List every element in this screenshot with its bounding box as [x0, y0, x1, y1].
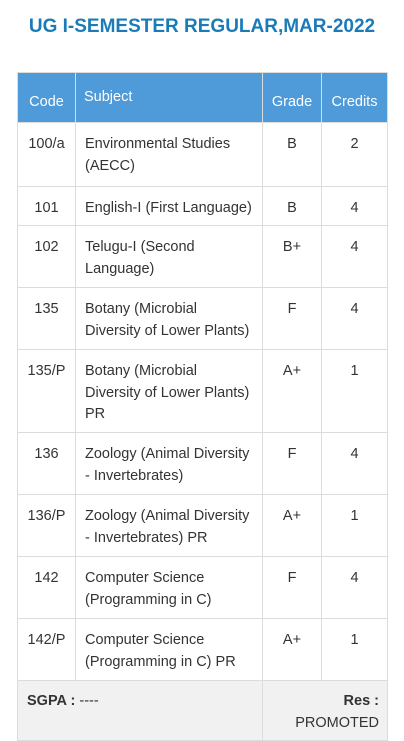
subject-cell: Environmental Studies (AECC): [75, 122, 263, 187]
code-cell: 101: [17, 186, 76, 226]
credits-cell: 1: [321, 618, 388, 681]
course-row: 142/P Computer Science (Programming in C)…: [17, 618, 388, 681]
sgpa-cell: SGPA : ----: [17, 680, 263, 741]
column-header: Subject: [75, 72, 263, 123]
grade-cell: B: [262, 186, 322, 226]
subject-cell: Zoology (Animal Diversity - Invertebrate…: [75, 494, 263, 557]
course-row: 135/P Botany (Microbial Diversity of Lowe…: [17, 349, 388, 433]
credits-cell: 4: [321, 186, 388, 226]
footer-row: SGPA : ---- Res : PROMOTED: [17, 680, 388, 741]
credits-cell: 1: [321, 349, 388, 433]
credits-cell: 4: [321, 432, 388, 495]
result-value: PROMOTED: [295, 714, 379, 731]
course-row: 100/a Environmental Studies (AECC) B 2: [17, 122, 388, 187]
results-table: Code Subject Grade Credits 100/a Environm…: [17, 72, 388, 741]
subject-cell: Computer Science (Programming in C) PR: [75, 618, 263, 681]
code-cell: 142/P: [17, 618, 76, 681]
sgpa-value: ----: [79, 693, 99, 709]
header-row: Code Subject Grade Credits: [17, 72, 388, 123]
grade-cell: A+: [262, 618, 322, 681]
credits-cell: 1: [321, 494, 388, 557]
grade-cell: B: [262, 122, 322, 187]
code-cell: 102: [17, 225, 76, 288]
code-cell: 135: [17, 287, 76, 350]
course-row: 102 Telugu-I (Second Language) B+ 4: [17, 225, 388, 288]
course-row: 101 English-I (First Language) B 4: [17, 186, 388, 226]
result-label: Res :: [343, 693, 379, 709]
result-cell: Res : PROMOTED: [262, 680, 388, 741]
code-cell: 142: [17, 556, 76, 619]
credits-cell: 4: [321, 556, 388, 619]
code-cell: 135/P: [17, 349, 76, 433]
subject-cell: Computer Science (Programming in C): [75, 556, 263, 619]
code-cell: 136: [17, 432, 76, 495]
sgpa-label: SGPA :: [27, 693, 76, 709]
grade-cell: F: [262, 556, 322, 619]
course-row: 135 Botany (Microbial Diversity of Lower …: [17, 287, 388, 350]
column-header: Grade: [262, 72, 322, 123]
subject-cell: English-I (First Language): [75, 186, 263, 226]
grade-cell: F: [262, 287, 322, 350]
subject-cell: Botany (Microbial Diversity of Lower Pla…: [75, 287, 263, 350]
subject-cell: Botany (Microbial Diversity of Lower Pla…: [75, 349, 263, 433]
column-header: Credits: [321, 72, 388, 123]
course-row: 142 Computer Science (Programming in C) F 4: [17, 556, 388, 619]
course-row: 136 Zoology (Animal Diversity - Invertebr…: [17, 432, 388, 495]
credits-cell: 4: [321, 287, 388, 350]
grade-cell: A+: [262, 494, 322, 557]
grade-cell: B+: [262, 225, 322, 288]
subject-cell: Zoology (Animal Diversity - Invertebrate…: [75, 432, 263, 495]
credits-cell: 2: [321, 122, 388, 187]
grade-cell: F: [262, 432, 322, 495]
credits-cell: 4: [321, 225, 388, 288]
grade-cell: A+: [262, 349, 322, 433]
column-header: Code: [17, 72, 76, 123]
title: UG I-SEMESTER REGULAR,MAR-2022: [28, 16, 376, 37]
table-body: 100/a Environmental Studies (AECC) B 2 101 En…: [17, 122, 388, 681]
subject-cell: Telugu-I (Second Language): [75, 225, 263, 288]
course-row: 136/P Zoology (Animal Diversity - Inverte…: [17, 494, 388, 557]
code-cell: 100/a: [17, 122, 76, 187]
code-cell: 136/P: [17, 494, 76, 557]
